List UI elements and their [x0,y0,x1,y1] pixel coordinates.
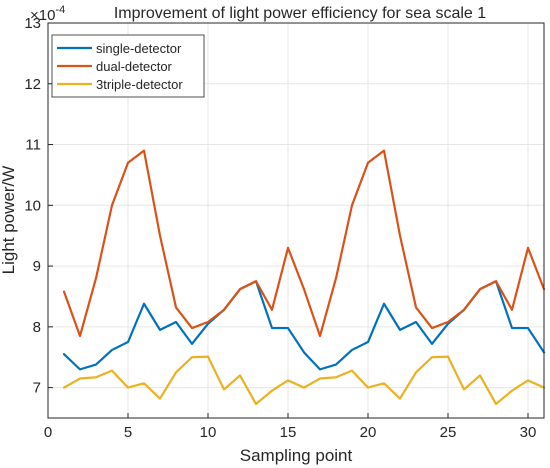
y-multiplier: ×10-4 [30,4,65,24]
x-tick-label: 5 [124,424,132,441]
plot-frame [47,22,545,419]
y-tick-label: 10 [24,197,41,214]
y-axis-label: Light power/W [0,166,18,275]
legend: single-detector dual-detector 3triple-dete… [51,34,205,98]
y-multiplier-base: ×10 [30,7,55,24]
x-tick-label: 10 [200,424,217,441]
series-lines [62,149,546,406]
series-line-3triple-detector [62,355,546,406]
y-tick-label: 8 [33,319,41,336]
y-tick-label: 11 [25,137,41,154]
axis-ticks: 0 5 10 15 20 25 30 7 8 9 10 11 12 13 [24,15,536,441]
x-tick-label: 30 [520,424,537,441]
legend-label: 3triple-detector [96,77,183,92]
series-line-dual-detector [62,149,546,338]
y-tick-label: 12 [24,76,41,93]
x-tick-label: 25 [440,424,457,441]
x-tick-label: 15 [280,424,297,441]
chart-title: Improvement of light power efficiency fo… [114,5,486,22]
x-tick-label: 20 [360,424,377,441]
y-tick-label: 9 [33,258,41,275]
y-tick-label: 13 [24,15,41,32]
legend-entries: single-detector dual-detector 3triple-dete… [57,41,183,92]
x-tick-label: 0 [44,424,52,441]
legend-label: single-detector [96,41,182,56]
y-tick-label: 7 [33,380,41,397]
y-multiplier-exponent: -4 [55,4,65,16]
x-axis-label: Sampling point [240,446,353,465]
legend-label: dual-detector [96,59,173,74]
